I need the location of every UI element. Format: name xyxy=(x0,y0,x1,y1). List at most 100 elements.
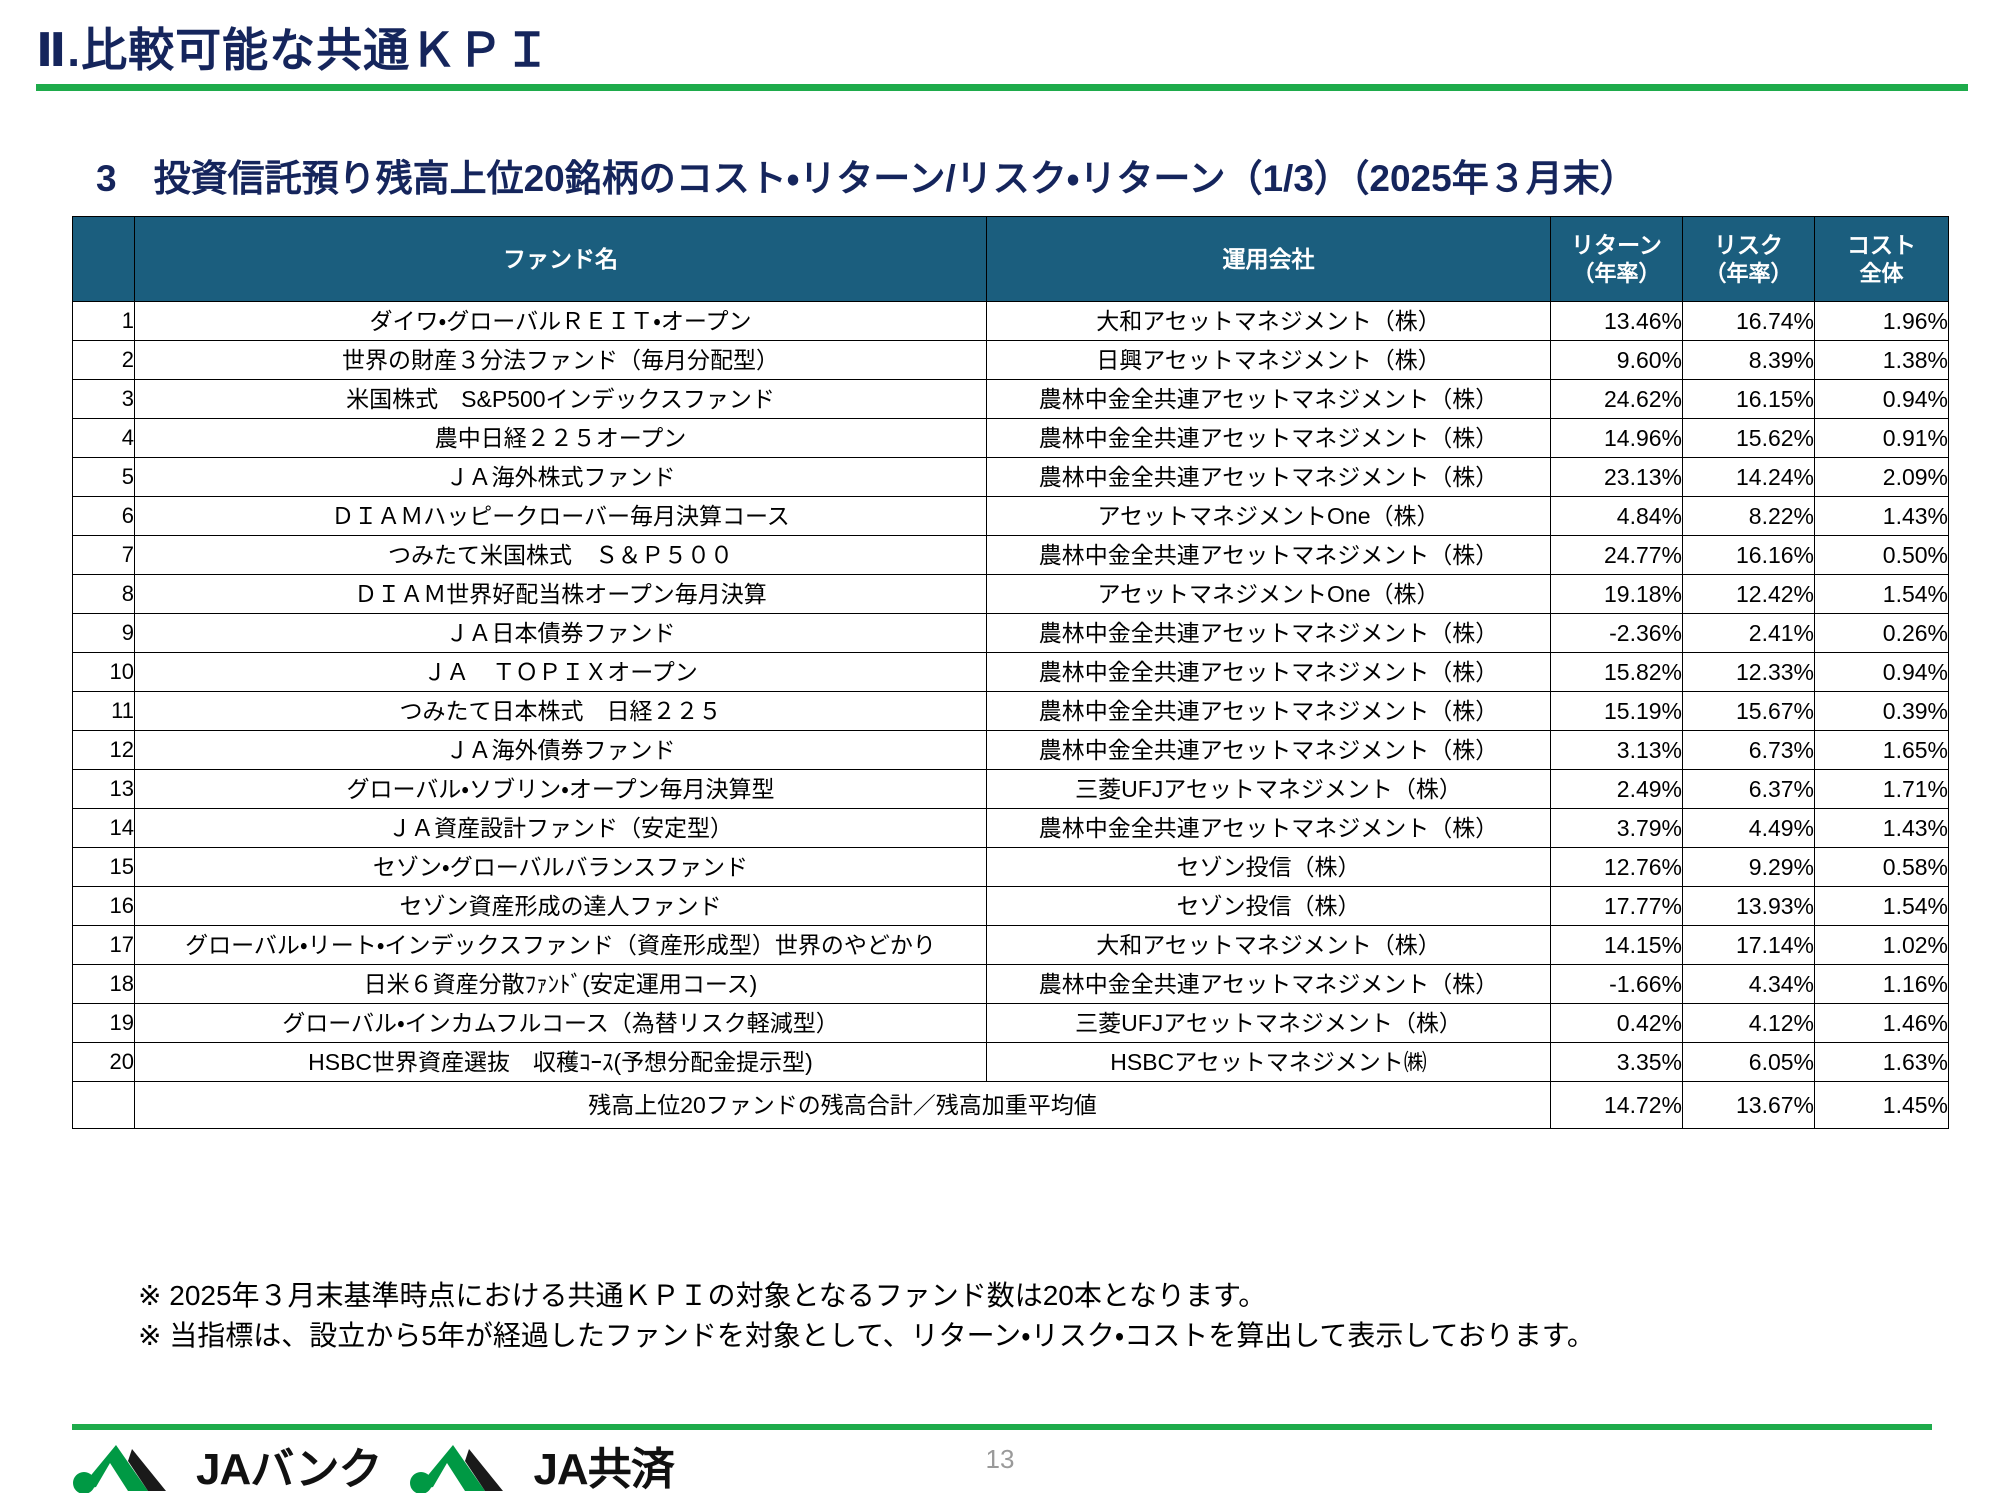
table-row: 16 セゾン資産形成の達人ファンド セゾン投信（株） 17.77% 13.93% 1.54… xyxy=(72,886,1949,926)
cell-cost: 0.26% xyxy=(1814,613,1949,653)
cell-index: 11 xyxy=(72,691,135,731)
kpi-table-container: ファンド名 運用会社 リターン （年率） リスク （年率） コスト 全体 1 ダイ… xyxy=(72,216,1949,1129)
cell-fund-name: ＤＩＡＭハッピークローバー毎月決算コース xyxy=(134,496,987,536)
table-row: 11 つみたて日本株式 日経２２５ 農林中金全共連アセットマネジメント（株） 15.1… xyxy=(72,691,1949,731)
cell-company: 農林中金全共連アセットマネジメント（株） xyxy=(986,418,1551,458)
table-row: 2 世界の財産３分法ファンド（毎月分配型） 日興アセットマネジメント（株） 9.60%… xyxy=(72,340,1949,380)
cell-total-ret: 14.72% xyxy=(1550,1081,1683,1129)
table-row: 15 セゾン・グローバルバランスファンド セゾン投信（株） 12.76% 9.29% 0.… xyxy=(72,847,1949,887)
column-header-cost: コスト 全体 xyxy=(1814,216,1949,302)
cell-risk: 4.34% xyxy=(1682,964,1815,1004)
cell-cost: 2.09% xyxy=(1814,457,1949,497)
cell-cost: 1.02% xyxy=(1814,925,1949,965)
cell-index: 18 xyxy=(72,964,135,1004)
cell-cost: 1.54% xyxy=(1814,574,1949,614)
cell-index: 17 xyxy=(72,925,135,965)
table-row: 10 ＪＡ ＴＯＰＩＸオープン 農林中金全共連アセットマネジメント（株） 15.82%… xyxy=(72,652,1949,692)
cell-fund-name: セゾン・グローバルバランスファンド xyxy=(134,847,987,887)
cell-return: -1.66% xyxy=(1550,964,1683,1004)
cell-risk: 6.73% xyxy=(1682,730,1815,770)
ja-mountain-icon xyxy=(70,1443,188,1498)
cell-fund-name: 世界の財産３分法ファンド（毎月分配型） xyxy=(134,340,987,380)
cell-return: 2.49% xyxy=(1550,769,1683,809)
cell-company: アセットマネジメントOne（株） xyxy=(986,574,1551,614)
table-header-row: ファンド名 運用会社 リターン （年率） リスク （年率） コスト 全体 xyxy=(72,216,1949,302)
cell-company: 大和アセットマネジメント（株） xyxy=(986,925,1551,965)
cell-index: 4 xyxy=(72,418,135,458)
footnotes: ※ 2025年３月末基準時点における共通ＫＰＩの対象となるファンド数は20本とな… xyxy=(138,1276,1595,1356)
column-header-index xyxy=(72,216,135,302)
cell-company: 農林中金全共連アセットマネジメント（株） xyxy=(986,457,1551,497)
table-row: 14 ＪＡ資産設計ファンド（安定型） 農林中金全共連アセットマネジメント（株） 3.7… xyxy=(72,808,1949,848)
cell-risk: 17.14% xyxy=(1682,925,1815,965)
cell-fund-name: 日米６資産分散ﾌｧﾝﾄﾞ(安定運用コース) xyxy=(134,964,987,1004)
cell-cost: 1.38% xyxy=(1814,340,1949,380)
cell-cost: 0.94% xyxy=(1814,652,1949,692)
cell-risk: 6.05% xyxy=(1682,1042,1815,1082)
cell-fund-name: ＪＡ資産設計ファンド（安定型） xyxy=(134,808,987,848)
table-row: 3 米国株式 S&P500インデックスファンド 農林中金全共連アセットマネジメント（… xyxy=(72,379,1949,419)
cell-index: 14 xyxy=(72,808,135,848)
cell-cost: 1.46% xyxy=(1814,1003,1949,1043)
cell-cost: 1.16% xyxy=(1814,964,1949,1004)
cell-index: 12 xyxy=(72,730,135,770)
cell-company: 農林中金全共連アセットマネジメント（株） xyxy=(986,691,1551,731)
column-header-cost-sub: 全体 xyxy=(1859,260,1904,286)
cell-fund-name: ダイワ・グローバルＲＥＩＴ・オープン xyxy=(134,301,987,341)
cell-index: 15 xyxy=(72,847,135,887)
cell-company: 農林中金全共連アセットマネジメント（株） xyxy=(986,652,1551,692)
cell-index: 19 xyxy=(72,1003,135,1043)
cell-fund-name: セゾン資産形成の達人ファンド xyxy=(134,886,987,926)
cell-risk: 4.12% xyxy=(1682,1003,1815,1043)
fund-kpi-table: ファンド名 運用会社 リターン （年率） リスク （年率） コスト 全体 1 ダイ… xyxy=(72,216,1949,1129)
column-header-return-main: リターン xyxy=(1571,231,1662,258)
cell-index: 20 xyxy=(72,1042,135,1082)
table-row: 1 ダイワ・グローバルＲＥＩＴ・オープン 大和アセットマネジメント（株） 13.46%… xyxy=(72,301,1949,341)
cell-cost: 1.65% xyxy=(1814,730,1949,770)
page-number: 13 xyxy=(985,1444,1015,1474)
cell-risk: 15.67% xyxy=(1682,691,1815,731)
cell-company: 三菱UFJアセットマネジメント（株） xyxy=(986,769,1551,809)
table-row: 18 日米６資産分散ﾌｧﾝﾄﾞ(安定運用コース) 農林中金全共連アセットマネジメント… xyxy=(72,964,1949,1004)
cell-company: アセットマネジメントOne（株） xyxy=(986,496,1551,536)
cell-risk: 12.33% xyxy=(1682,652,1815,692)
cell-company: セゾン投信（株） xyxy=(986,847,1551,887)
cell-return: 14.15% xyxy=(1550,925,1683,965)
cell-return: 24.62% xyxy=(1550,379,1683,419)
cell-company: 大和アセットマネジメント（株） xyxy=(986,301,1551,341)
table-row: 6 ＤＩＡＭハッピークローバー毎月決算コース アセットマネジメントOne（株） 4.8… xyxy=(72,496,1949,536)
cell-cost: 1.63% xyxy=(1814,1042,1949,1082)
footnote-line: ※ 2025年３月末基準時点における共通ＫＰＩの対象となるファンド数は20本とな… xyxy=(138,1280,1267,1311)
column-header-fund-name: ファンド名 xyxy=(134,216,987,302)
header-divider-rule xyxy=(36,84,1968,91)
cell-index: 13 xyxy=(72,769,135,809)
column-header-risk: リスク （年率） xyxy=(1682,216,1815,302)
column-header-risk-sub: （年率） xyxy=(1704,260,1793,286)
table-row: 17 グローバル・リート・インデックスファンド（資産形成型）世界のやどかり 大和アセ… xyxy=(72,925,1949,965)
table-row: 8 ＤＩＡＭ世界好配当株オープン毎月決算 アセットマネジメントOne（株） 19.18… xyxy=(72,574,1949,614)
footnote-line: ※ 当指標は、設立から5年が経過したファンドを対象として、リターン・リスク・コス… xyxy=(138,1319,1595,1351)
ja-kyosai-logo: JA共済 xyxy=(407,1443,675,1498)
cell-cost: 0.50% xyxy=(1814,535,1949,575)
cell-return: -2.36% xyxy=(1550,613,1683,653)
ja-bank-logo: JAバンク xyxy=(70,1443,382,1498)
cell-return: 14.96% xyxy=(1550,418,1683,458)
table-row: 19 グローバル・インカムフルコース（為替リスク軽減型） 三菱UFJアセットマネジメ… xyxy=(72,1003,1949,1043)
table-row: 12 ＪＡ海外債券ファンド 農林中金全共連アセットマネジメント（株） 3.13% 6.7… xyxy=(72,730,1949,770)
cell-return: 15.19% xyxy=(1550,691,1683,731)
slide-header: Ⅱ.比較可能な共通ＫＰＩ xyxy=(0,0,2000,100)
cell-index: 2 xyxy=(72,340,135,380)
footer-divider-rule xyxy=(72,1424,1932,1430)
column-header-return-sub: （年率） xyxy=(1572,260,1661,286)
cell-cost: 1.96% xyxy=(1814,301,1949,341)
cell-company: 農林中金全共連アセットマネジメント（株） xyxy=(986,535,1551,575)
cell-return: 0.42% xyxy=(1550,1003,1683,1043)
cell-cost: 1.71% xyxy=(1814,769,1949,809)
cell-company: 農林中金全共連アセットマネジメント（株） xyxy=(986,964,1551,1004)
cell-fund-name: つみたて米国株式 Ｓ＆Ｐ５００ xyxy=(134,535,987,575)
cell-return: 3.79% xyxy=(1550,808,1683,848)
cell-fund-name: つみたて日本株式 日経２２５ xyxy=(134,691,987,731)
column-header-return: リターン （年率） xyxy=(1550,216,1683,302)
cell-index: 5 xyxy=(72,457,135,497)
cell-total-label: 残高上位20ファンドの残高合計／残高加重平均値 xyxy=(134,1081,1551,1129)
